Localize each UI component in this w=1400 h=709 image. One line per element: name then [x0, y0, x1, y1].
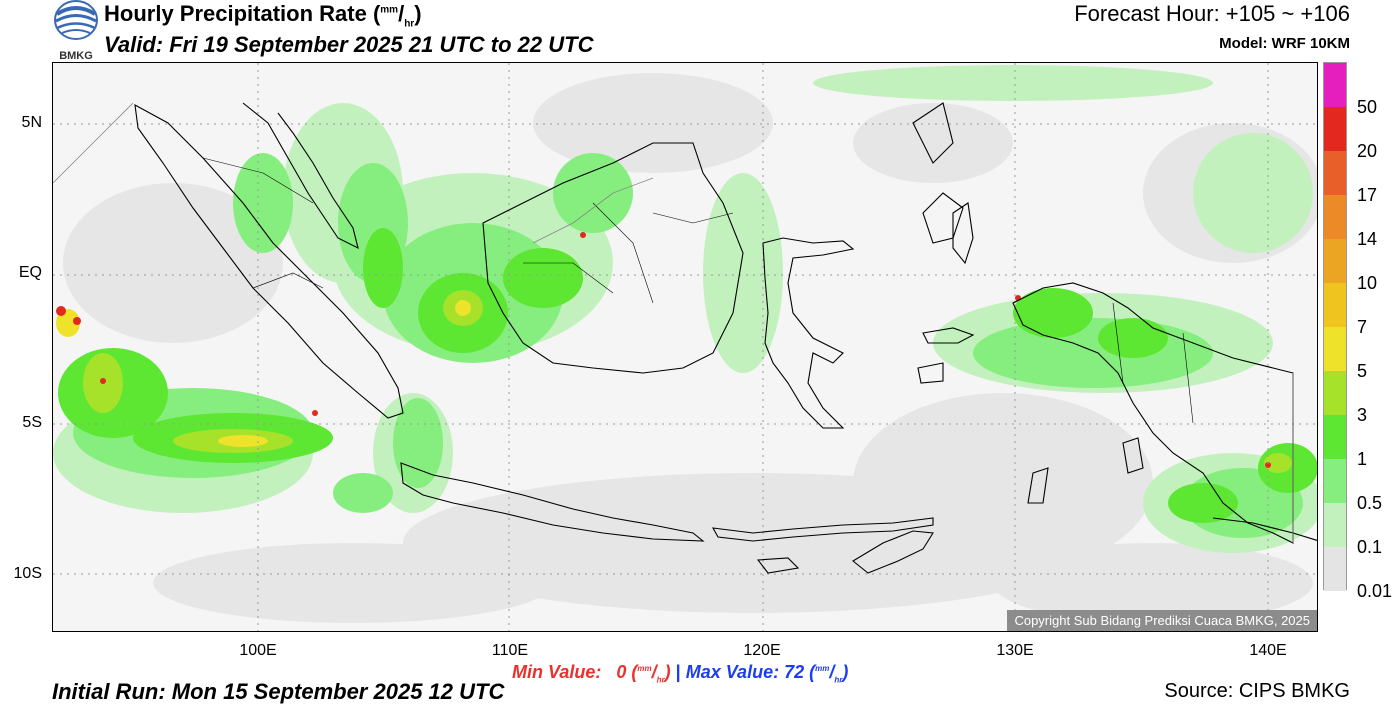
chart-title: Hourly Precipitation Rate (mm/hr)	[104, 1, 422, 30]
graticule	[53, 63, 1317, 631]
legend-label: 3	[1357, 405, 1368, 425]
legend-swatch	[1324, 371, 1346, 415]
coastlines	[134, 102, 1317, 574]
valid-time: Valid: Fri 19 September 2025 21 UTC to 2…	[104, 32, 594, 57]
precipitation-map: Copyright Sub Bidang Prediksi Cuaca BMKG…	[52, 62, 1318, 632]
min-value-text: Min Value: 0 (mm/hr)	[512, 662, 671, 685]
legend-label: 50	[1357, 97, 1378, 117]
legend-swatch	[1324, 415, 1346, 459]
initial-run: Initial Run: Mon 15 September 2025 12 UT…	[52, 679, 505, 704]
legend-swatch	[1324, 239, 1346, 283]
extreme-spots	[56, 232, 1271, 468]
lat-label-10s: 10S	[13, 565, 42, 582]
lon-label-140e: 140E	[1249, 642, 1287, 659]
legend-label: 14	[1357, 229, 1378, 249]
legend-swatch	[1324, 503, 1346, 547]
bmkg-logo: BMKG	[52, 0, 100, 62]
legend-label: 7	[1357, 317, 1368, 337]
source-label: Source: CIPS BMKG	[1164, 680, 1350, 702]
lat-label-5s: 5S	[22, 414, 42, 431]
lon-label-120e: 120E	[743, 642, 781, 659]
forecast-hour: Forecast Hour: +105 ~ +106	[1074, 1, 1350, 26]
precip-colorbar	[1323, 62, 1347, 591]
model-label: Model: WRF 10KM	[1219, 35, 1350, 52]
lon-label-130e: 130E	[996, 642, 1034, 659]
lon-label-110e: 110E	[491, 642, 529, 659]
legend-label: 1	[1357, 449, 1368, 469]
country-borders	[53, 102, 1294, 543]
legend-label: 5	[1357, 361, 1368, 381]
legend-label: 17	[1357, 185, 1378, 205]
legend-swatch	[1324, 459, 1346, 503]
lat-label-5n: 5N	[21, 114, 42, 131]
min-max-values: Min Value: 0 (mm/hr) | Max Value: 72 (mm…	[512, 662, 849, 685]
legend-swatch	[1324, 107, 1346, 151]
legend-swatch	[1324, 195, 1346, 239]
legend-label: 20	[1357, 141, 1378, 161]
lat-label-eq: EQ	[18, 264, 42, 281]
lon-label-100e: 100E	[239, 642, 277, 659]
max-value-text: Max Value: 72 (mm/hr)	[685, 662, 849, 685]
legend-label: 0.1	[1357, 537, 1383, 557]
legend-label: 10	[1357, 273, 1378, 293]
legend-swatch	[1324, 547, 1346, 591]
legend-label: 0.01	[1357, 581, 1393, 601]
legend-label: 0.5	[1357, 493, 1383, 513]
intense-layer	[56, 300, 471, 447]
legend-swatch	[1324, 283, 1346, 327]
legend-swatch	[1324, 63, 1346, 107]
svg-text:BMKG: BMKG	[59, 50, 93, 62]
legend-swatch	[1324, 151, 1346, 195]
copyright-notice: Copyright Sub Bidang Prediksi Cuaca BMKG…	[1007, 610, 1317, 631]
province-borders	[202, 157, 1194, 424]
legend-swatch	[1324, 327, 1346, 371]
